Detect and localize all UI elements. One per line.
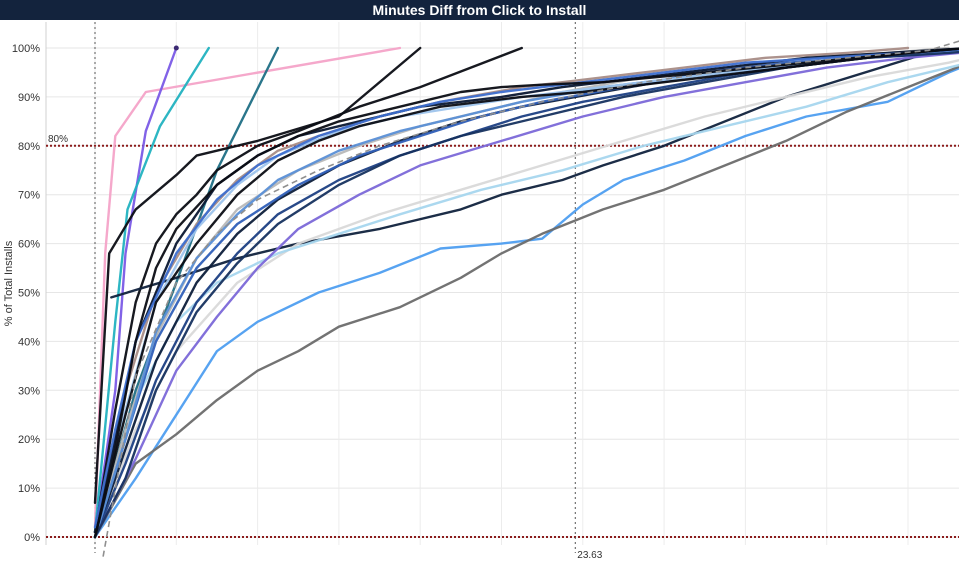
series-line (93, 63, 959, 539)
series-end-marker (173, 45, 179, 51)
y-axis-title: % of Total Installs (3, 240, 15, 326)
y-tick-label: 50% (18, 288, 40, 300)
trend-line (102, 40, 959, 557)
y-tick-label: 70% (18, 190, 40, 202)
y-tick-label: 80% (18, 141, 40, 153)
series-line (93, 46, 178, 534)
series-line (93, 48, 959, 529)
series-line (110, 51, 930, 299)
ref-line-label: 80% (48, 134, 68, 145)
y-tick-label: 100% (12, 43, 40, 55)
y-tick-label: 0% (24, 532, 40, 544)
y-tick-label: 10% (18, 483, 40, 495)
y-tick-label: 40% (18, 336, 40, 348)
y-tick-label: 90% (18, 92, 40, 104)
series-line (93, 58, 959, 539)
y-tick-label: 20% (18, 434, 40, 446)
y-tick-label: 30% (18, 385, 40, 397)
series-line (93, 51, 959, 539)
series-lines (93, 45, 959, 539)
chart-title: Minutes Diff from Click to Install (0, 0, 959, 20)
series-line (93, 67, 959, 539)
reference-lines (46, 22, 959, 553)
axis-labels: 0% 10% 20% 30% 40% 50% 60% 70% 80% 90% 100% % of To… (3, 43, 603, 561)
ref-line-vertical-label: 23.63 (577, 550, 602, 561)
trend-line-layer (102, 40, 959, 557)
grid-lines (45, 22, 959, 545)
series-line (93, 46, 523, 534)
series-line (93, 47, 959, 539)
series-line (93, 47, 959, 539)
y-tick-label: 60% (18, 239, 40, 251)
series-line (93, 65, 959, 539)
series-line (93, 46, 211, 534)
series-line (93, 46, 402, 529)
